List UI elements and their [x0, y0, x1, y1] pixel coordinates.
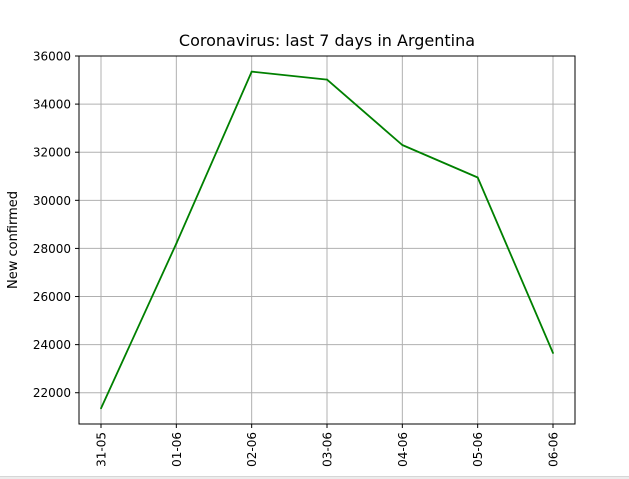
data-point — [175, 242, 178, 245]
window-bottom-edge — [0, 476, 629, 479]
x-tick-label: 03-06 — [321, 432, 335, 467]
x-tick-label: 02-06 — [245, 432, 259, 467]
y-tick-label: 28000 — [33, 242, 71, 256]
x-tick-label: 01-06 — [170, 432, 184, 467]
x-tick-label: 04-06 — [396, 432, 410, 467]
chart-title: Coronavirus: last 7 days in Argentina — [179, 31, 475, 50]
x-tick-label: 31-05 — [95, 432, 109, 467]
series-group — [100, 70, 554, 410]
x-tick-label: 05-06 — [471, 432, 485, 467]
data-point — [250, 70, 253, 73]
y-tick-label: 32000 — [33, 146, 71, 160]
x-tick-label: 06-06 — [547, 432, 561, 467]
y-tick-label: 22000 — [33, 386, 71, 400]
y-axis-label: New confirmed — [6, 191, 21, 289]
grid-lines — [79, 55, 575, 424]
data-point — [552, 352, 554, 354]
y-tick-label: 30000 — [33, 194, 71, 208]
data-point — [326, 78, 328, 81]
data-point — [476, 176, 479, 179]
y-tick-label: 36000 — [33, 50, 71, 64]
y-tick-label: 24000 — [33, 338, 71, 352]
data-point — [401, 144, 404, 146]
y-tick-label: 26000 — [33, 290, 71, 304]
axis-ticks: 31-05 01-06 02-06 03-06 04-06 05-06 06-06 22000… — [33, 50, 561, 467]
y-tick-label: 34000 — [33, 98, 71, 112]
data-point — [100, 407, 102, 410]
